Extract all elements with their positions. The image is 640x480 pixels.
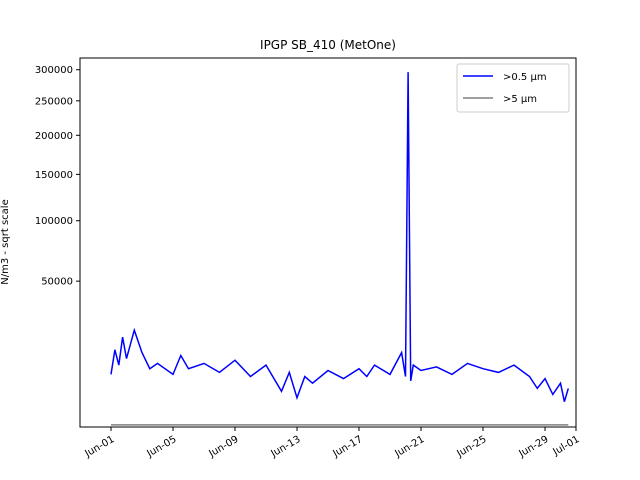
chart-title: IPGP SB_410 (MetOne) <box>260 38 396 52</box>
y-tick-label: 250000 <box>35 96 73 107</box>
series-layer <box>110 72 570 426</box>
y-tick-label: 300000 <box>35 65 73 76</box>
legend-label: >0.5 µm <box>503 72 547 83</box>
y-tick-label: 50000 <box>41 277 73 288</box>
y-tick-label: 200000 <box>35 131 73 142</box>
legend-label: >5 µm <box>503 94 537 105</box>
legend: >0.5 µm >5 µm <box>456 63 570 113</box>
y-axis: 50000 100000 150000 200000 250000 300000 <box>35 65 80 288</box>
plot-area <box>110 72 570 426</box>
series-line-0 <box>110 72 570 402</box>
y-tick-label: 150000 <box>35 170 73 181</box>
y-tick-label: 100000 <box>35 216 73 227</box>
plot-frame <box>79 57 577 428</box>
y-axis-label: N/m3 - sqrt scale <box>0 199 11 284</box>
